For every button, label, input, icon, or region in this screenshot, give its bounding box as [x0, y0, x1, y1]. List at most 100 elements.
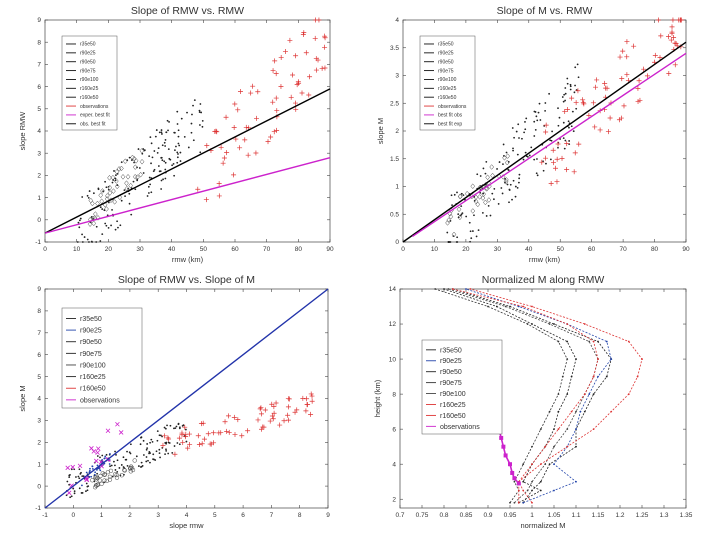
data-point: [235, 417, 241, 423]
data-point: [267, 418, 273, 424]
data-point: [569, 83, 572, 86]
data-point: [196, 442, 202, 448]
data-point: [140, 461, 143, 464]
legend-entry: r90e50: [440, 369, 462, 376]
data-point: [558, 116, 561, 119]
data-point: [287, 37, 293, 43]
data-point: [270, 99, 276, 105]
chart-title: Normalized M along RMW: [482, 274, 605, 286]
data-point: [553, 489, 555, 492]
data-point: [124, 180, 129, 186]
data-point: [455, 241, 458, 243]
data-point: [620, 48, 626, 54]
data-point: [75, 476, 77, 478]
data-point: [69, 496, 72, 499]
data-point: [88, 190, 91, 192]
data-point: [95, 450, 100, 455]
legend-entry: observations: [438, 104, 467, 110]
x-tick-label: 30: [494, 246, 502, 253]
y-tick-label: 5: [37, 374, 41, 381]
data-point: [583, 393, 586, 396]
data-point: [476, 173, 479, 176]
data-point: [179, 151, 182, 154]
data-point: [93, 458, 99, 464]
legend-entry: r90e50: [438, 59, 454, 65]
data-point: [672, 40, 678, 46]
data-point: [669, 29, 675, 35]
data-point: [592, 340, 595, 343]
data-point: [142, 172, 145, 174]
data-point: [462, 194, 465, 197]
legend-entry: r90e25: [438, 51, 454, 57]
data-point: [605, 340, 608, 343]
data-point: [550, 139, 553, 142]
data-point: [457, 193, 463, 200]
data-point: [113, 460, 115, 463]
x-axis-label: normalized M: [520, 521, 565, 530]
data-point: [562, 137, 565, 140]
data-point: [285, 412, 291, 418]
fit-line-best-fit-obs: [412, 52, 687, 238]
data-point: [580, 97, 586, 103]
data-point: [506, 183, 509, 186]
data-point: [588, 340, 591, 343]
fit-line-obs-best-fit: [44, 88, 331, 234]
data-point: [522, 480, 525, 483]
data-point: [666, 71, 672, 77]
data-point: [655, 17, 661, 23]
data-point: [672, 62, 678, 68]
y-tick-label: 10: [389, 356, 397, 363]
data-point: [173, 427, 175, 430]
legend-entry: r90e75: [80, 68, 96, 74]
data-point: [526, 323, 529, 325]
data-point: [481, 191, 486, 197]
data-point: [107, 184, 113, 191]
legend-entry: observations: [80, 397, 120, 404]
data-point: [575, 480, 577, 483]
data-point: [513, 136, 515, 139]
x-tick-label: 1: [530, 512, 534, 519]
data-point: [213, 128, 219, 134]
data-point: [557, 107, 559, 110]
data-point: [499, 435, 504, 440]
data-point: [603, 85, 609, 91]
data-point: [564, 167, 570, 173]
data-point: [137, 148, 140, 150]
data-point: [80, 471, 82, 474]
data-point: [167, 148, 170, 151]
data-point: [237, 89, 243, 95]
data-point: [200, 420, 206, 426]
data-point: [671, 35, 677, 41]
data-point: [487, 204, 490, 207]
data-point: [135, 455, 138, 458]
x-tick-label: 6: [241, 512, 245, 519]
data-point: [322, 33, 328, 39]
data-point: [160, 156, 163, 159]
data-point: [592, 124, 598, 130]
data-point: [460, 205, 463, 208]
data-point: [183, 434, 189, 440]
data-point: [308, 391, 314, 397]
legend-entry: r160e50: [80, 95, 99, 101]
x-tick-label: 0.85: [460, 512, 473, 519]
data-point: [109, 465, 111, 468]
data-point: [148, 452, 150, 455]
data-point: [122, 466, 125, 468]
data-point: [184, 428, 187, 431]
data-point: [304, 402, 310, 408]
data-point: [557, 410, 560, 413]
data-point: [163, 426, 166, 429]
data-point: [186, 431, 192, 437]
data-point: [154, 459, 157, 461]
legend-entry: r90e25: [80, 328, 102, 335]
data-point: [164, 427, 167, 430]
data-point: [434, 288, 437, 290]
data-point: [81, 241, 84, 243]
data-point: [641, 66, 647, 72]
x-tick-label: 0: [43, 246, 47, 253]
data-point: [303, 408, 309, 414]
data-point: [111, 208, 113, 211]
data-point: [146, 443, 149, 445]
data-point: [117, 226, 119, 229]
data-point: [550, 147, 556, 153]
